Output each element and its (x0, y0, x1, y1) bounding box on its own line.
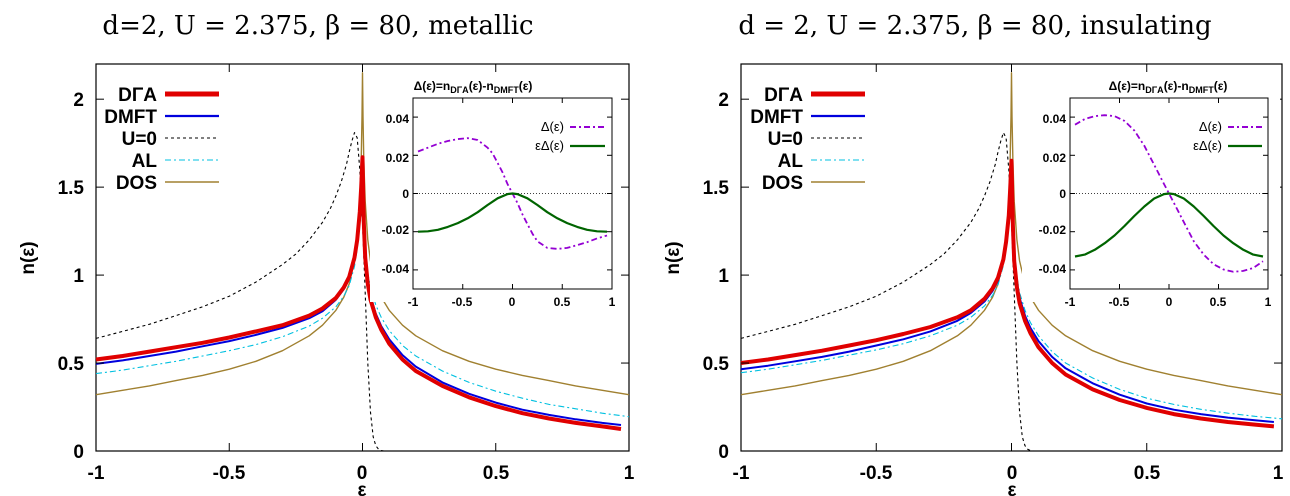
inset-legend-label: Δ(ε) (541, 119, 564, 134)
x-tick-label: -1 (733, 463, 750, 484)
x-tick-label: 1 (1273, 463, 1284, 484)
inset-series-layer (1074, 114, 1264, 273)
legend-label: DOS (762, 173, 803, 194)
inset-title: Δ(ε)=nDΓA(ε)-nDMFT(ε) (414, 79, 533, 95)
inset-legend-label: Δ(ε) (1199, 119, 1222, 134)
x-axis-label: ε (357, 480, 366, 496)
inset-y-tick-label: -0.04 (1039, 262, 1067, 276)
inset-legend-label: εΔ(ε) (1193, 138, 1222, 153)
inset-y-tick-label: 0.02 (386, 151, 410, 165)
inset-x-tick-label: -0.5 (1109, 295, 1130, 309)
y-tick-label: 1.5 (58, 178, 85, 199)
x-tick-label: 0.5 (1134, 463, 1161, 484)
legend: DΓA DMFT U=0 AL DOS (104, 85, 219, 194)
x-tick-label: 0.5 (483, 463, 510, 484)
inset-x-tick-label: -1 (1065, 295, 1076, 309)
inset-axis-ticks (1069, 98, 1269, 289)
series-line-u=0 (740, 132, 1034, 452)
inset-y-tick-label: 0.04 (386, 112, 410, 126)
y-tick-label: 1.5 (703, 178, 730, 199)
axis-ticks (95, 64, 630, 452)
inset-y-tick-label: 0.04 (1043, 112, 1067, 126)
inset-y-tick-label: 0.02 (1043, 151, 1067, 165)
series-line-da (740, 158, 1275, 429)
series-line- (1074, 114, 1264, 273)
y-tick-label: 1 (73, 266, 84, 287)
legend-label: DMFT (104, 107, 157, 128)
inset-y-tick-label: -0.04 (382, 262, 410, 276)
panel-metallic: d=2, U = 2.375, β = 80, metallic -1 -0.5… (18, 11, 635, 496)
legend-label: DΓA (118, 85, 157, 106)
inset-legend-label: εΔ(ε) (535, 138, 564, 153)
y-tick-label: 2 (718, 90, 729, 111)
y-axis-label: n(ε) (18, 241, 39, 274)
inset: Δ(ε)=nDΓA(ε)-nDMFT(ε) 0.04 0.02 0 -0.02 … (1022, 79, 1280, 309)
legend: DΓA DMFT U=0 AL DOS (750, 85, 865, 194)
series-layer (740, 72, 1283, 452)
inset-x-tick-label: 0 (509, 295, 516, 309)
y-tick-label: 2 (73, 90, 84, 111)
series-line-dos (740, 72, 1283, 396)
legend-label: DΓA (764, 85, 803, 106)
legend-label: U=0 (122, 129, 157, 150)
x-axis-label: ε (1007, 480, 1016, 496)
series-line- (1074, 192, 1264, 258)
y-tick-label: 0.5 (703, 354, 730, 375)
y-tick-label: 1 (718, 266, 729, 287)
series-layer (95, 72, 630, 452)
inset-title: Δ(ε)=nDΓA(ε)-nDMFT(ε) (1109, 79, 1228, 95)
x-tick-label: 0 (357, 463, 368, 484)
inset-y-tick-label: -0.02 (382, 223, 410, 237)
inset-x-tick-label: 0.5 (1210, 295, 1227, 309)
inset-x-tick-label: 1 (609, 295, 616, 309)
series-line-da (95, 155, 622, 431)
inset-series-layer (417, 137, 608, 250)
inset-x-tick-label: -0.5 (452, 295, 473, 309)
inset-y-tick-label: 0 (402, 187, 409, 201)
y-tick-label: 0.5 (58, 354, 85, 375)
legend-label: DMFT (750, 107, 803, 128)
inset-x-tick-label: 1 (1265, 295, 1272, 309)
x-tick-label: -0.5 (860, 463, 893, 484)
y-tick-label: 0 (718, 442, 729, 463)
legend-label: DOS (116, 173, 157, 194)
legend-label: AL (778, 151, 804, 172)
inset-y-tick-label: -0.02 (1039, 223, 1067, 237)
legend-label: U=0 (768, 129, 803, 150)
x-tick-label: 0 (1007, 463, 1018, 484)
inset: Δ(ε)=nDΓA(ε)-nDMFT(ε) 0.04 0.02 0 -0.02 … (370, 79, 616, 309)
inset-x-tick-label: 0 (1166, 295, 1173, 309)
chart-title: d=2, U = 2.375, β = 80, metallic (102, 11, 533, 41)
series-line-dos (95, 72, 630, 396)
axis-ticks (740, 64, 1283, 452)
panel-insulating: d = 2, U = 2.375, β = 80, insulating -1 … (663, 11, 1284, 496)
y-axis-label: n(ε) (663, 241, 684, 274)
series-line- (417, 192, 608, 233)
inset-x-tick-label: -1 (408, 295, 419, 309)
x-tick-label: -0.5 (213, 463, 246, 484)
chart-title: d = 2, U = 2.375, β = 80, insulating (738, 11, 1211, 41)
inset-axis-ticks (412, 98, 613, 289)
inset-background (370, 98, 614, 302)
x-tick-label: 1 (624, 463, 635, 484)
inset-y-tick-label: 0 (1059, 187, 1066, 201)
x-tick-label: -1 (88, 463, 105, 484)
inset-x-tick-label: 0.5 (554, 295, 571, 309)
y-tick-label: 0 (73, 442, 84, 463)
legend-label: AL (132, 151, 158, 172)
